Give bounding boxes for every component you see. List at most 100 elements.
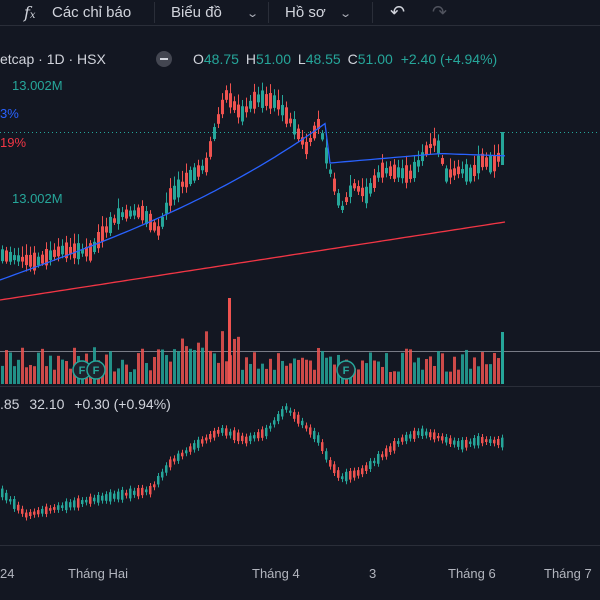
candle [269,93,272,109]
volume-bar [57,355,60,384]
osc-candle [353,470,356,478]
osc-candle [49,508,52,511]
volume-bar [205,331,208,384]
profile-chevron-icon[interactable]: ⌄ [339,8,353,20]
volume-bar [117,368,120,384]
volume-bar [177,351,180,384]
volume-bar [53,369,56,384]
candle [473,164,476,177]
event-badge [86,360,106,380]
x-tick-label: 3 [369,566,377,581]
osc-candle [241,435,244,442]
collapse-legend-icon[interactable] [156,49,172,67]
osc-candle [121,489,124,500]
candle [97,231,100,249]
osc-candle [169,459,172,468]
osc-candle [341,476,344,480]
volume-bar [253,352,256,384]
volume-bar [161,349,164,384]
osc-candle [441,436,444,441]
candle [485,157,488,167]
redo-icon[interactable]: ↷ [432,2,448,22]
osc-candle [205,437,208,441]
osc-candle [497,438,500,446]
osc-candle [209,434,212,440]
oscillator-legend: .85 32.10 +0.30 (+0.94%) [0,396,171,412]
osc-candle [237,432,240,442]
osc-candle [409,434,412,439]
osc-candle [117,491,120,500]
osc-candle [245,436,248,444]
x-tick-label: Tháng 4 [252,566,300,581]
indicators-button[interactable]: Các chỉ báo [52,4,132,21]
volume-bar [41,348,44,384]
event-badge-label: F [93,365,100,377]
candle [177,179,180,198]
volume-bar [417,357,420,384]
candle [277,100,280,110]
osc-candle [225,428,228,436]
volume-bar [233,338,236,384]
symbol-title[interactable]: etcap · 1D · HSX [0,51,106,67]
candle [101,226,104,242]
candle [33,252,36,271]
x-tick-label: Tháng 7 [544,566,592,581]
osc-candle [485,439,488,443]
volume-bar [228,298,231,384]
chart-type-button[interactable]: Biểu đồ [171,0,222,25]
volume-bar [13,366,16,384]
volume-bar [281,360,284,384]
osc-candle [181,452,184,457]
volume-bar [405,348,408,384]
candle [173,185,176,200]
volume-bar [305,359,308,384]
profile-button[interactable]: Hồ sơ [285,0,326,25]
volume-bar [301,357,304,384]
volume-bar [477,366,480,384]
candle [433,138,436,146]
undo-icon[interactable]: ↶ [390,2,406,22]
osc-candle [77,498,80,508]
volume-bar [109,351,112,384]
osc-candle [349,471,352,480]
candle [345,197,348,202]
candle [337,193,340,206]
candle [221,99,224,115]
volume-bar [33,366,36,384]
osc-candle [457,441,460,447]
candle [357,186,360,192]
candle [409,170,412,179]
volume-bar [453,356,456,384]
osc-candle [253,435,256,439]
osc-candle [197,439,200,448]
candle [17,255,20,262]
volume-bar [413,362,416,384]
osc-candle [153,484,156,488]
osc-candle [481,437,484,444]
volume-bar [169,361,172,384]
candle [325,147,328,164]
osc-candle [37,510,40,515]
candle [225,90,228,100]
candle [373,175,376,188]
volume-bar [473,357,476,384]
candle [257,94,260,103]
x-tick-label: Tháng Hai [68,566,128,581]
chart-type-chevron-icon[interactable]: ⌄ [246,8,260,20]
event-badge-label: F [79,365,86,377]
candle [1,249,4,262]
volume-bar [289,363,292,384]
osc-candle [417,431,420,436]
osc-candle [345,471,348,482]
volume-bar [213,353,216,384]
osc-candle [97,494,100,503]
volume-bar [469,368,472,384]
candle [241,106,244,122]
fx-icon[interactable]: fx [24,3,36,22]
candle [249,100,252,109]
osc-candle [369,461,372,469]
candle [397,167,400,178]
candle [181,181,184,187]
candle [41,254,44,264]
